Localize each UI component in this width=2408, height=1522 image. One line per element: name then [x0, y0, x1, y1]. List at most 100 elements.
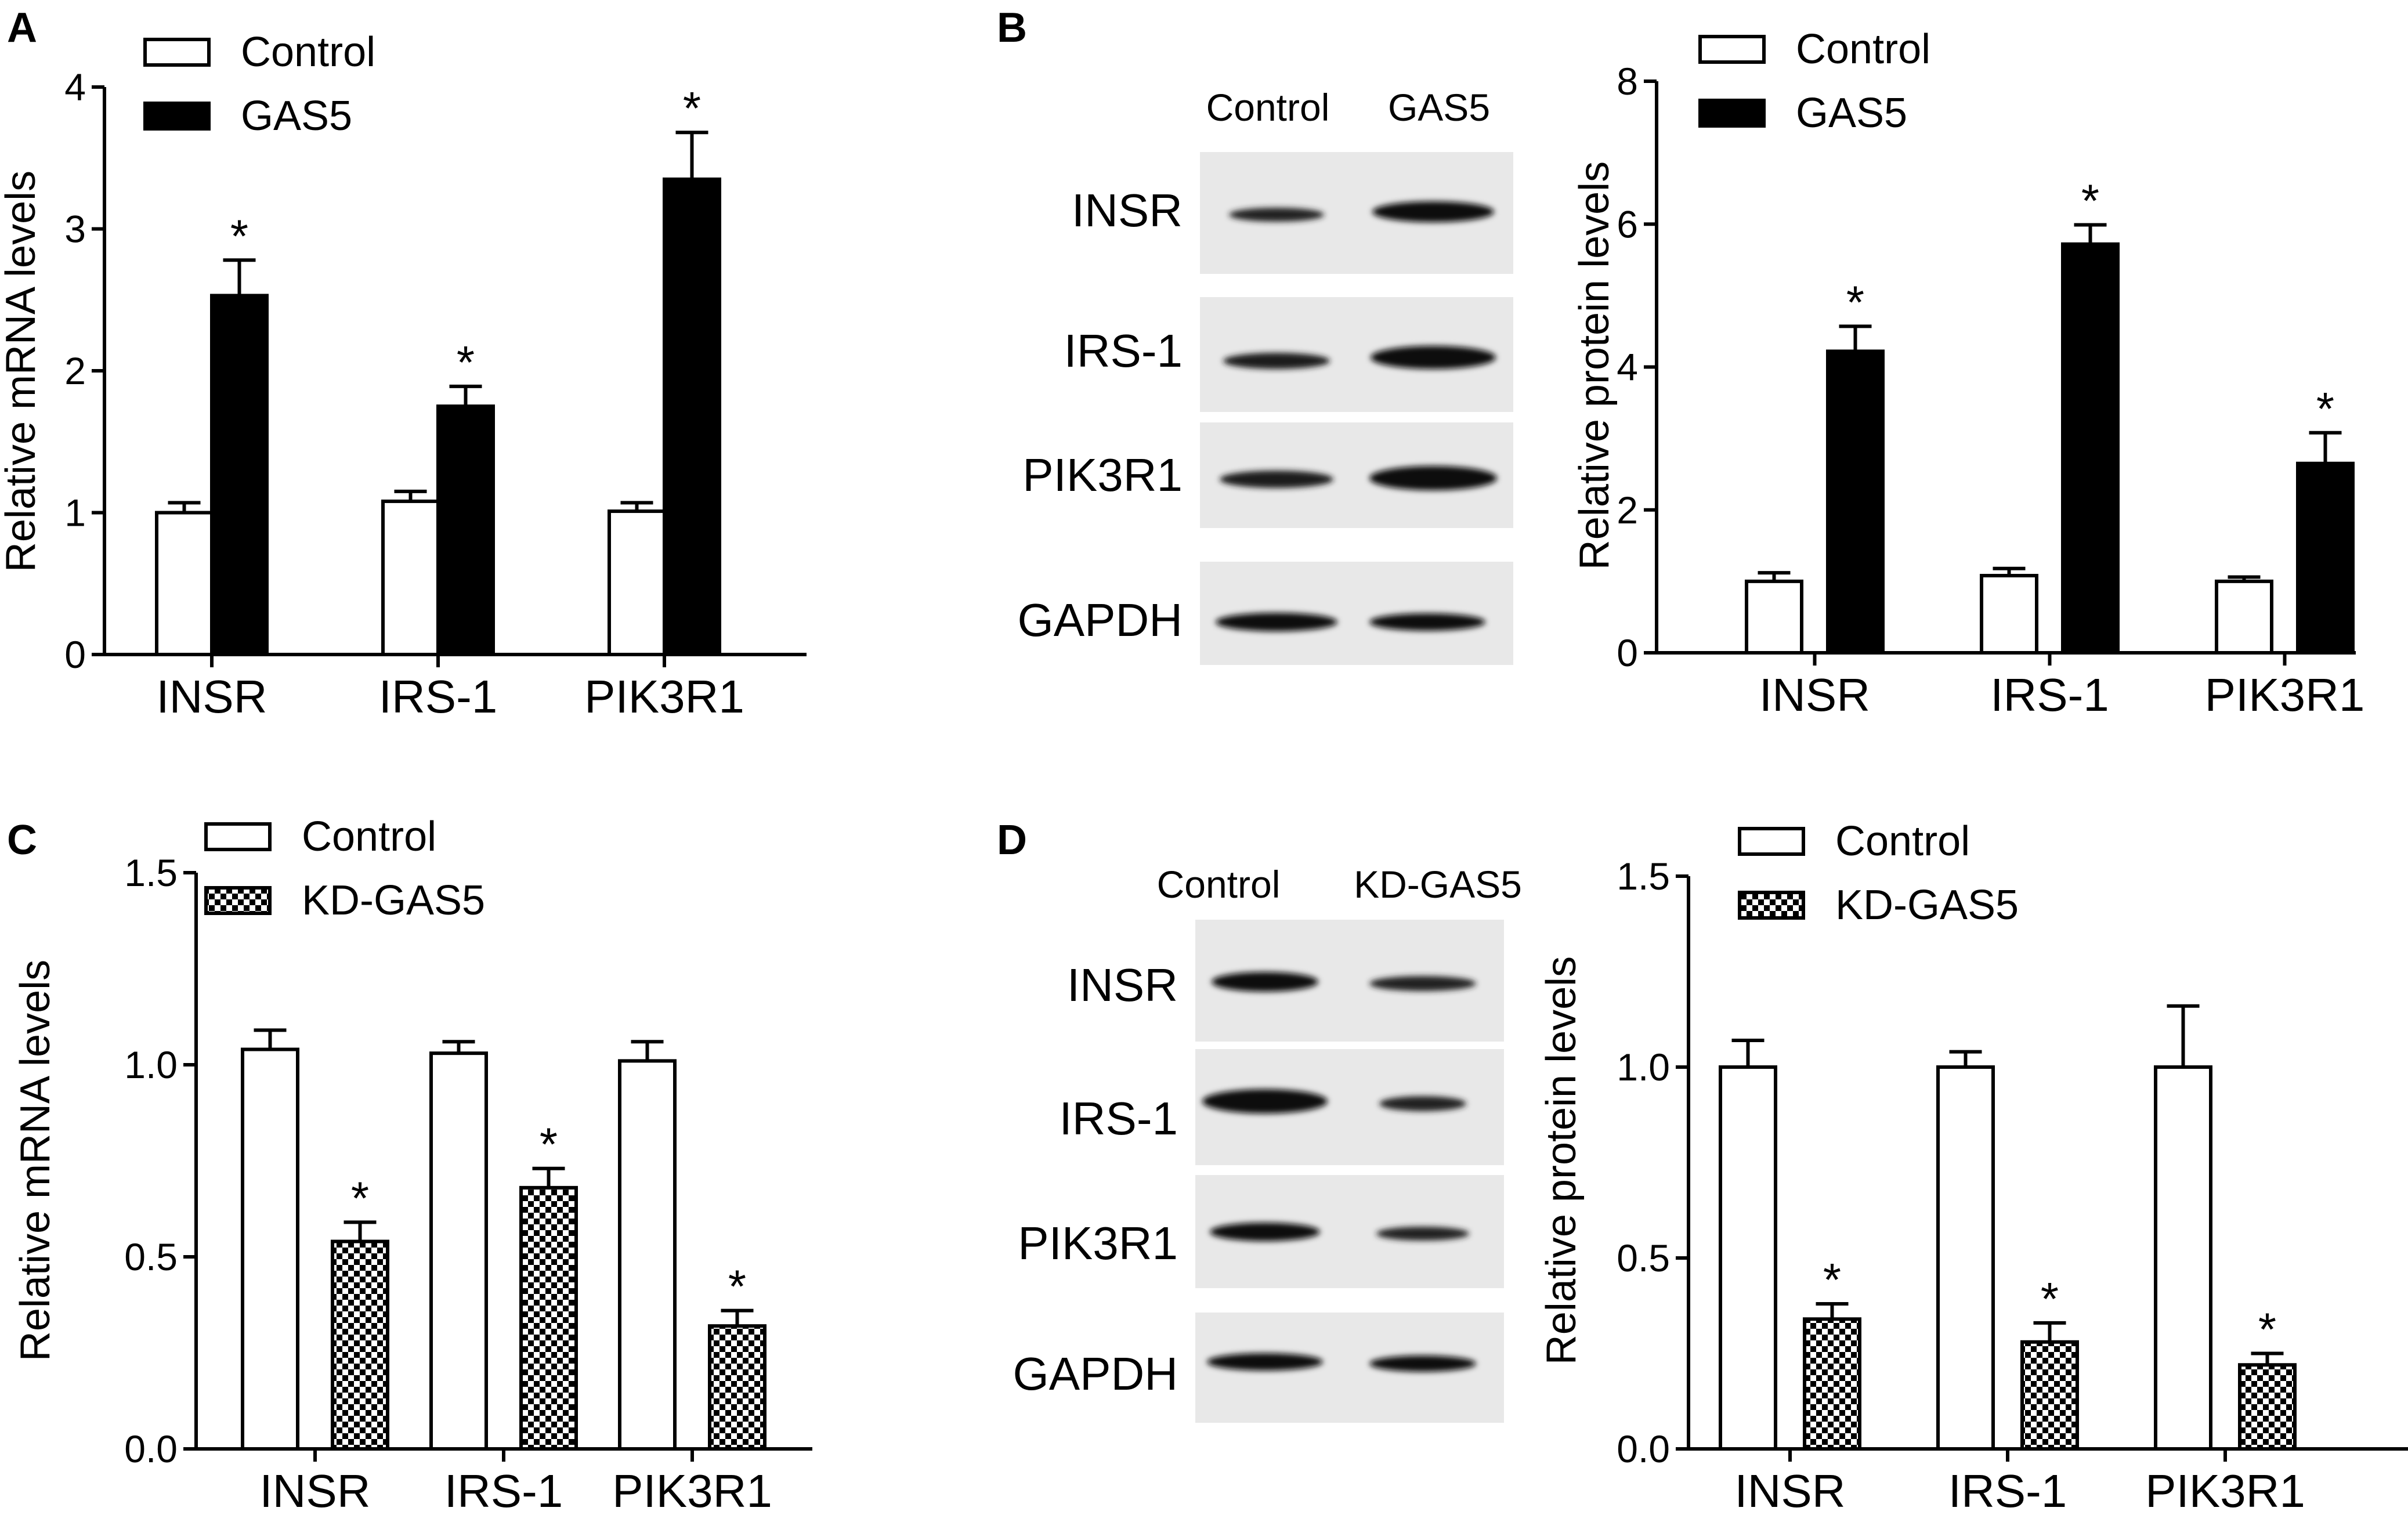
significance-star-b-insr: * — [1846, 276, 1864, 328]
bar-a-insr-control — [155, 511, 214, 656]
panel-letter-d: D — [997, 817, 1027, 863]
legend-label-d-control: Control — [1835, 818, 1970, 865]
panel-letter-c: C — [7, 817, 37, 863]
x-tick-label-a-pik3r1: PIK3R1 — [584, 671, 744, 722]
bar-a-irs-1-gas5 — [436, 404, 495, 656]
significance-star-b-pik3r1: * — [2316, 383, 2334, 435]
legend-swatch-a-gas5 — [143, 102, 211, 131]
blot-d-band-insr-control — [1212, 972, 1318, 992]
x-tick-label-a-insr: INSR — [156, 671, 267, 722]
legend-label-b-control: Control — [1796, 26, 1930, 73]
bar-c-insr-kd-gas5 — [331, 1239, 389, 1451]
western-blot-d: Control KD-GAS5 INSR IRS-1 PIK3R1 GAPDH — [1013, 863, 1522, 1423]
blot-d-band-pik3r1-kd — [1376, 1227, 1469, 1241]
bar-b-pik3r1-gas5 — [2296, 461, 2355, 655]
y-axis-label-b: Relative protein levels — [1571, 161, 1618, 570]
y-axis-label-d: Relative protein levels — [1538, 956, 1585, 1365]
legend-swatch-c-kd-gas5 — [204, 886, 272, 915]
bar-b-insr-gas5 — [1826, 349, 1885, 655]
blot-b-row-gapdh: GAPDH — [1018, 594, 1183, 646]
bar-d-irs-1-control — [1936, 1065, 1995, 1451]
bar-c-insr-control — [241, 1047, 299, 1451]
bar-c-irs-1-kd-gas5 — [519, 1185, 578, 1451]
y-tick-label-c-0: 0.0 — [124, 1427, 178, 1470]
blot-b-band-irs1-control — [1223, 353, 1330, 369]
bar-a-irs-1-control — [381, 499, 440, 656]
chart-panel-c: 0.0 0.5 1.0 1.5 Relative mRNA levels * INSR * IR… — [12, 814, 812, 1517]
blot-d-band-gapdh-control — [1207, 1353, 1323, 1371]
legend-label-c-kd-gas5: KD-GAS5 — [302, 877, 485, 924]
blot-d-row-gapdh: GAPDH — [1013, 1348, 1178, 1400]
x-tick-label-d-pik3r1: PIK3R1 — [2145, 1465, 2305, 1517]
blot-d-band-irs1-control — [1202, 1089, 1328, 1114]
western-blot-b: Control GAS5 INSR IRS-1 PIK3R1 GAPDH — [1018, 86, 1513, 665]
bar-a-pik3r1-control — [608, 509, 666, 656]
y-tick-label-d-2: 1.0 — [1617, 1046, 1670, 1089]
bar-d-insr-control — [1719, 1065, 1777, 1451]
legend-swatch-a-control — [143, 38, 211, 67]
bar-d-pik3r1-control — [2154, 1065, 2212, 1451]
blot-b-row-pik3r1: PIK3R1 — [1022, 449, 1183, 501]
significance-star-a-pik3r1: * — [683, 82, 701, 134]
legend-swatch-d-control — [1738, 827, 1805, 856]
chart-panel-a: 0 1 2 3 4 Relative mRNA levels * INSR * IRS-1 * PIK… — [0, 29, 807, 722]
y-tick-label-a-0: 0 — [64, 633, 86, 676]
blot-b-col-gas5: GAS5 — [1388, 86, 1490, 129]
x-tick-label-a-irs-1: IRS-1 — [379, 671, 498, 722]
blot-b-col-control: Control — [1206, 86, 1330, 129]
significance-star-d-irs-1: * — [2041, 1273, 2059, 1325]
legend-swatch-b-control — [1698, 35, 1766, 64]
significance-star-a-insr: * — [230, 210, 248, 262]
legend-swatch-d-kd-gas5 — [1738, 891, 1805, 920]
bar-a-insr-gas5 — [210, 294, 269, 657]
bar-b-pik3r1-control — [2215, 579, 2273, 655]
legend-label-d-kd-gas5: KD-GAS5 — [1835, 882, 2019, 928]
x-tick-label-b-irs-1: IRS-1 — [1990, 669, 2109, 721]
blot-d-band-pik3r1-control — [1210, 1223, 1320, 1241]
chart-panel-b: 0 2 4 6 8 Relative protein levels * INSR * IRS-1 *… — [1571, 26, 2364, 721]
significance-star-d-insr: * — [1823, 1254, 1841, 1306]
chart-panel-d: 0.0 0.5 1.0 1.5 Relative protein levels * INSR… — [1538, 818, 2408, 1517]
significance-star-c-irs-1: * — [540, 1119, 558, 1170]
y-tick-label-d-0: 0.0 — [1617, 1427, 1670, 1470]
blot-d-band-insr-kd — [1369, 976, 1476, 991]
panel-letter-b: B — [997, 5, 1027, 51]
bar-b-insr-control — [1745, 579, 1803, 655]
blot-d-row-irs1: IRS-1 — [1060, 1093, 1178, 1144]
blot-b-band-gapdh-gas5 — [1369, 613, 1485, 631]
blot-b-band-insr-gas5 — [1372, 201, 1494, 222]
significance-star-b-irs-1: * — [2081, 175, 2099, 226]
blot-d-band-irs1-kd — [1379, 1096, 1466, 1111]
x-tick-label-d-irs-1: IRS-1 — [1948, 1465, 2067, 1517]
blot-b-band-irs1-gas5 — [1371, 346, 1496, 369]
significance-star-d-pik3r1: * — [2258, 1304, 2276, 1355]
y-tick-label-b-0: 0 — [1617, 631, 1638, 674]
blot-b-strip-gapdh — [1200, 562, 1513, 665]
bar-d-insr-kd-gas5 — [1803, 1317, 1861, 1451]
blot-d-col-kd-gas5: KD-GAS5 — [1354, 863, 1522, 906]
x-tick-label-b-pik3r1: PIK3R1 — [2205, 669, 2365, 721]
y-tick-label-a-2: 2 — [64, 349, 86, 392]
bar-c-pik3r1-control — [618, 1059, 677, 1451]
y-tick-label-d-1: 0.5 — [1617, 1237, 1670, 1279]
x-tick-label-c-irs-1: IRS-1 — [444, 1465, 563, 1517]
blot-d-col-control: Control — [1157, 863, 1281, 906]
bar-a-pik3r1-gas5 — [663, 177, 721, 656]
bar-d-pik3r1-kd-gas5 — [2238, 1363, 2297, 1451]
y-tick-label-c-1: 0.5 — [124, 1235, 178, 1278]
y-tick-label-a-3: 3 — [64, 208, 86, 251]
bar-c-pik3r1-kd-gas5 — [708, 1324, 766, 1451]
blot-d-row-insr: INSR — [1067, 959, 1178, 1011]
y-tick-label-d-3: 1.5 — [1617, 855, 1670, 898]
blot-b-band-pik3r1-gas5 — [1369, 466, 1497, 490]
x-tick-label-d-insr: INSR — [1734, 1465, 1845, 1517]
blot-b-band-gapdh-control — [1216, 613, 1337, 631]
y-tick-label-b-3: 6 — [1617, 203, 1638, 245]
bar-b-irs-1-control — [1980, 574, 2038, 655]
bar-c-irs-1-control — [429, 1051, 488, 1451]
legend-label-b-gas5: GAS5 — [1796, 90, 1907, 136]
legend-label-c-control: Control — [302, 814, 436, 860]
legend-label-a-gas5: GAS5 — [241, 93, 352, 139]
bar-d-irs-1-kd-gas5 — [2020, 1340, 2079, 1451]
blot-d-band-gapdh-kd — [1369, 1355, 1476, 1372]
